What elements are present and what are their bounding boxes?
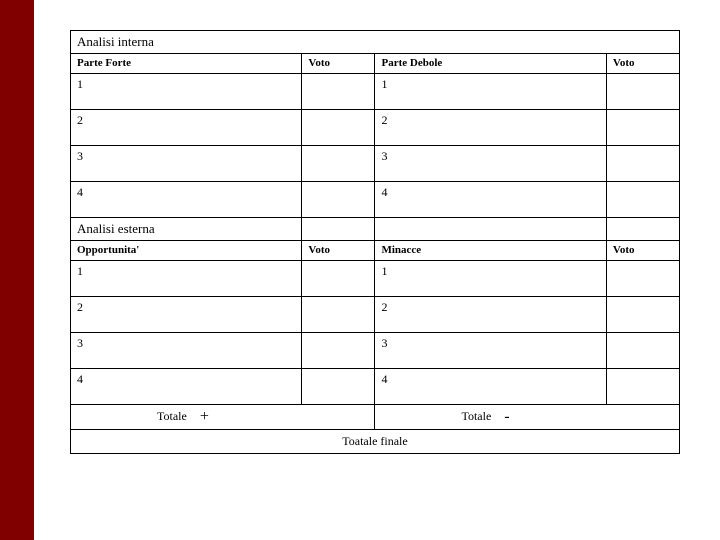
external-row1-vote-left: [302, 261, 375, 297]
internal-vote-left: Voto: [302, 54, 375, 74]
external-blank-a: [302, 218, 375, 241]
total-final-cell: Toatale finale: [71, 430, 680, 454]
external-row3-left: 3: [71, 333, 302, 369]
external-row2-vote-left: [302, 297, 375, 333]
external-right-header: Minacce: [375, 241, 606, 261]
external-left-header: Opportunita': [71, 241, 302, 261]
internal-row1-vote-left: [302, 74, 375, 110]
external-row4-vote-right: [606, 369, 679, 405]
external-blank-b: [375, 218, 606, 241]
internal-row2-vote-left: [302, 110, 375, 146]
external-row2-left: 2: [71, 297, 302, 333]
external-row1-left: 1: [71, 261, 302, 297]
external-row3-right: 3: [375, 333, 606, 369]
internal-row3-right: 3: [375, 146, 606, 182]
internal-row2-vote-right: [606, 110, 679, 146]
internal-left-header: Parte Forte: [71, 54, 302, 74]
external-row4-left: 4: [71, 369, 302, 405]
internal-right-header: Parte Debole: [375, 54, 606, 74]
internal-row4-right: 4: [375, 182, 606, 218]
external-blank-c: [606, 218, 679, 241]
internal-row4-vote-right: [606, 182, 679, 218]
external-row1-right: 1: [375, 261, 606, 297]
internal-row4-left: 4: [71, 182, 302, 218]
external-row4-right: 4: [375, 369, 606, 405]
external-vote-left: Voto: [302, 241, 375, 261]
internal-row2-right: 2: [375, 110, 606, 146]
total-right-sign: -: [504, 408, 509, 425]
external-row3-vote-right: [606, 333, 679, 369]
swot-table: Analisi interna Parte Forte Voto Parte D…: [70, 30, 680, 454]
internal-row1-right: 1: [375, 74, 606, 110]
internal-vote-right: Voto: [606, 54, 679, 74]
total-right-cell: Totale -: [375, 405, 680, 430]
section-internal-title: Analisi interna: [71, 31, 680, 54]
section-external-title: Analisi esterna: [71, 218, 302, 241]
external-vote-right: Voto: [606, 241, 679, 261]
total-left-cell: Totale +: [71, 405, 375, 430]
swot-table-wrapper: Analisi interna Parte Forte Voto Parte D…: [70, 30, 680, 454]
internal-row2-left: 2: [71, 110, 302, 146]
internal-row4-vote-left: [302, 182, 375, 218]
total-right-label: Totale: [461, 409, 491, 423]
external-row2-vote-right: [606, 297, 679, 333]
internal-row3-vote-left: [302, 146, 375, 182]
internal-row3-vote-right: [606, 146, 679, 182]
external-row2-right: 2: [375, 297, 606, 333]
internal-row3-left: 3: [71, 146, 302, 182]
external-row3-vote-left: [302, 333, 375, 369]
external-row1-vote-right: [606, 261, 679, 297]
total-left-label: Totale: [157, 409, 187, 423]
total-left-sign: +: [200, 408, 209, 425]
sidebar-accent: [0, 0, 34, 540]
internal-row1-vote-right: [606, 74, 679, 110]
internal-row1-left: 1: [71, 74, 302, 110]
external-row4-vote-left: [302, 369, 375, 405]
